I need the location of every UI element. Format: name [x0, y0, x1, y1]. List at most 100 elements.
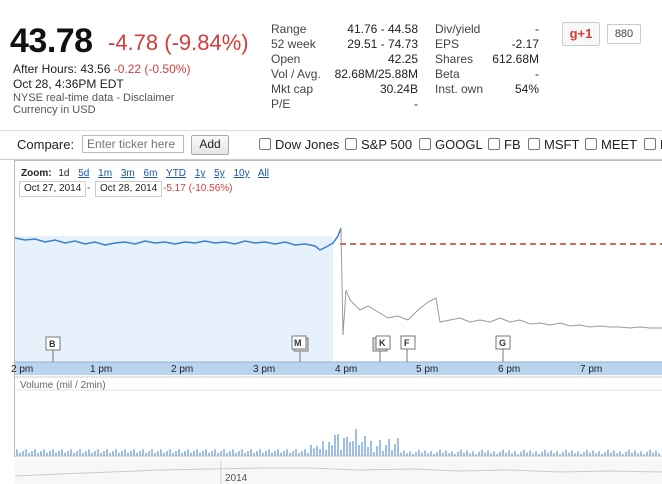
stat-label: Inst. own: [435, 82, 484, 96]
checkbox-icon[interactable]: [528, 138, 540, 150]
x-tick-label: 2 pm: [11, 364, 33, 375]
stat-value: 42.25: [387, 52, 418, 66]
stat-row-52week: 52 week 29.51 - 74.73: [271, 37, 418, 52]
time-axis-band: [15, 362, 662, 375]
stat-value: 82.68M/25.88M: [334, 67, 418, 81]
stat-label: Vol / Avg.: [271, 67, 321, 81]
after-hours-line: [340, 227, 662, 336]
stat-value: 612.68M: [492, 52, 539, 66]
checkbox-icon[interactable]: [419, 138, 431, 150]
checkbox-icon[interactable]: [259, 138, 271, 150]
news-marker-b[interactable]: B: [45, 336, 61, 362]
stat-row-range: Range 41.76 - 44.58: [271, 22, 418, 37]
stat-label: EPS: [435, 37, 460, 51]
volume-bars: [16, 429, 660, 456]
news-marker-label: F: [404, 338, 410, 348]
session-fill-area: [15, 236, 333, 362]
compare-option-dow-jones[interactable]: Dow Jones: [259, 137, 339, 152]
compare-option-label: MEET: [601, 137, 638, 152]
stat-value: -2.17: [511, 37, 539, 51]
compare-option-label: Dow Jones: [275, 137, 340, 152]
x-tick-label: 2 pm: [171, 364, 193, 375]
zoom-1y[interactable]: 1y: [194, 168, 206, 179]
zoom-all[interactable]: All: [257, 168, 269, 179]
compare-option-googl[interactable]: GOOGL: [419, 137, 483, 152]
stat-row-beta: Beta -: [435, 67, 539, 82]
zoom-1d[interactable]: 1d: [58, 168, 70, 179]
stat-label: P/E: [271, 97, 291, 111]
stats-right-table: Div/yield - EPS -2.17 Shares 612.68M Bet…: [435, 22, 539, 102]
compare-option-l[interactable]: L: [644, 137, 662, 152]
range-change: -5.17 (-10.56%): [163, 183, 233, 194]
compare-option-sp500[interactable]: S&P 500: [345, 137, 412, 152]
compare-add-button[interactable]: Add: [191, 135, 229, 155]
compare-option-msft[interactable]: MSFT: [528, 137, 579, 152]
navigator-year-label: 2014: [225, 473, 248, 484]
zoom-3m[interactable]: 3m: [120, 168, 135, 179]
x-tick-label: 3 pm: [253, 364, 275, 375]
stat-row-pe: P/E -: [271, 97, 418, 112]
checkbox-icon[interactable]: [345, 138, 357, 150]
x-tick-label: 1 pm: [90, 364, 112, 375]
google-plus-count: 880: [607, 24, 641, 44]
stat-value: 41.76 - 44.58: [347, 22, 418, 36]
zoom-6m[interactable]: 6m: [143, 168, 158, 179]
after-hours-change: -0.22 (-0.50%): [113, 62, 191, 76]
compare-ticker-input[interactable]: [82, 135, 184, 153]
stat-value: 29.51 - 74.73: [347, 37, 418, 51]
stat-row-inst-own: Inst. own 54%: [435, 82, 539, 97]
zoom-5y[interactable]: 5y: [214, 168, 225, 179]
zoom-5d[interactable]: 5d: [78, 168, 90, 179]
stat-value: 30.24B: [379, 82, 418, 96]
navigator-line: [14, 467, 662, 477]
compare-option-label: S&P 500: [361, 137, 413, 152]
news-marker-g[interactable]: G: [495, 335, 511, 362]
compare-option-meet[interactable]: MEET: [585, 137, 637, 152]
compare-label: Compare:: [17, 137, 75, 152]
x-tick-label: 7 pm: [580, 364, 602, 375]
checkbox-icon[interactable]: [488, 138, 500, 150]
range-from-date[interactable]: Oct 27, 2014: [19, 181, 87, 197]
compare-option-fb[interactable]: FB: [488, 137, 521, 152]
stat-label: Beta: [435, 67, 460, 81]
stat-row-dividend: Div/yield -: [435, 22, 539, 37]
last-price: 43.78: [10, 22, 93, 60]
currency-note: Currency in USD: [13, 104, 96, 116]
quote-timestamp: Oct 28, 4:36PM EDT: [13, 77, 124, 91]
checkbox-icon[interactable]: [644, 138, 656, 150]
price-change: -4.78 (-9.84%): [108, 30, 249, 55]
zoom-10y[interactable]: 10y: [233, 168, 250, 179]
stat-label: Mkt cap: [271, 82, 314, 96]
news-marker-m[interactable]: M: [291, 335, 309, 362]
compare-option-label: MSFT: [544, 137, 580, 152]
zoom-ytd[interactable]: YTD: [166, 168, 187, 179]
news-marker-label: B: [49, 339, 56, 349]
zoom-1m[interactable]: 1m: [98, 168, 113, 179]
checkbox-icon[interactable]: [585, 138, 597, 150]
stat-row-mktcap: Mkt cap 30.24B: [271, 82, 418, 97]
stat-label: Shares: [435, 52, 474, 66]
google-plus-button[interactable]: g+1: [562, 22, 600, 46]
range-to-date[interactable]: Oct 28, 2014: [95, 181, 163, 197]
volume-label: Volume (mil / 2min): [20, 380, 106, 391]
stats-left-table: Range 41.76 - 44.58 52 week 29.51 - 74.7…: [271, 22, 418, 117]
news-marker-k[interactable]: K: [372, 335, 391, 362]
navigator-strip: [15, 458, 662, 484]
stat-row-volume: Vol / Avg. 82.68M/25.88M: [271, 67, 418, 82]
stat-value: -: [535, 67, 539, 81]
stat-value: -: [535, 22, 539, 36]
after-hours: After Hours: 43.56 -0.22 (-0.50%): [13, 62, 190, 76]
news-marker-f[interactable]: F: [400, 335, 416, 362]
news-marker-label: G: [499, 338, 506, 348]
zoom-controls: Zoom: 1d 5d 1m 3m 6m YTD 1y 5y 10y All: [21, 168, 275, 179]
range-separator: -: [87, 183, 91, 194]
stat-label: Div/yield: [435, 22, 481, 36]
stat-label: 52 week: [271, 37, 316, 51]
price-series-line: [14, 227, 342, 251]
realtime-disclaimer[interactable]: NYSE real-time data - Disclaimer: [13, 92, 175, 104]
x-tick-label: 4 pm: [335, 364, 357, 375]
compare-option-label: FB: [504, 137, 521, 152]
stat-label: Open: [271, 52, 301, 66]
stat-value: -: [414, 97, 418, 111]
